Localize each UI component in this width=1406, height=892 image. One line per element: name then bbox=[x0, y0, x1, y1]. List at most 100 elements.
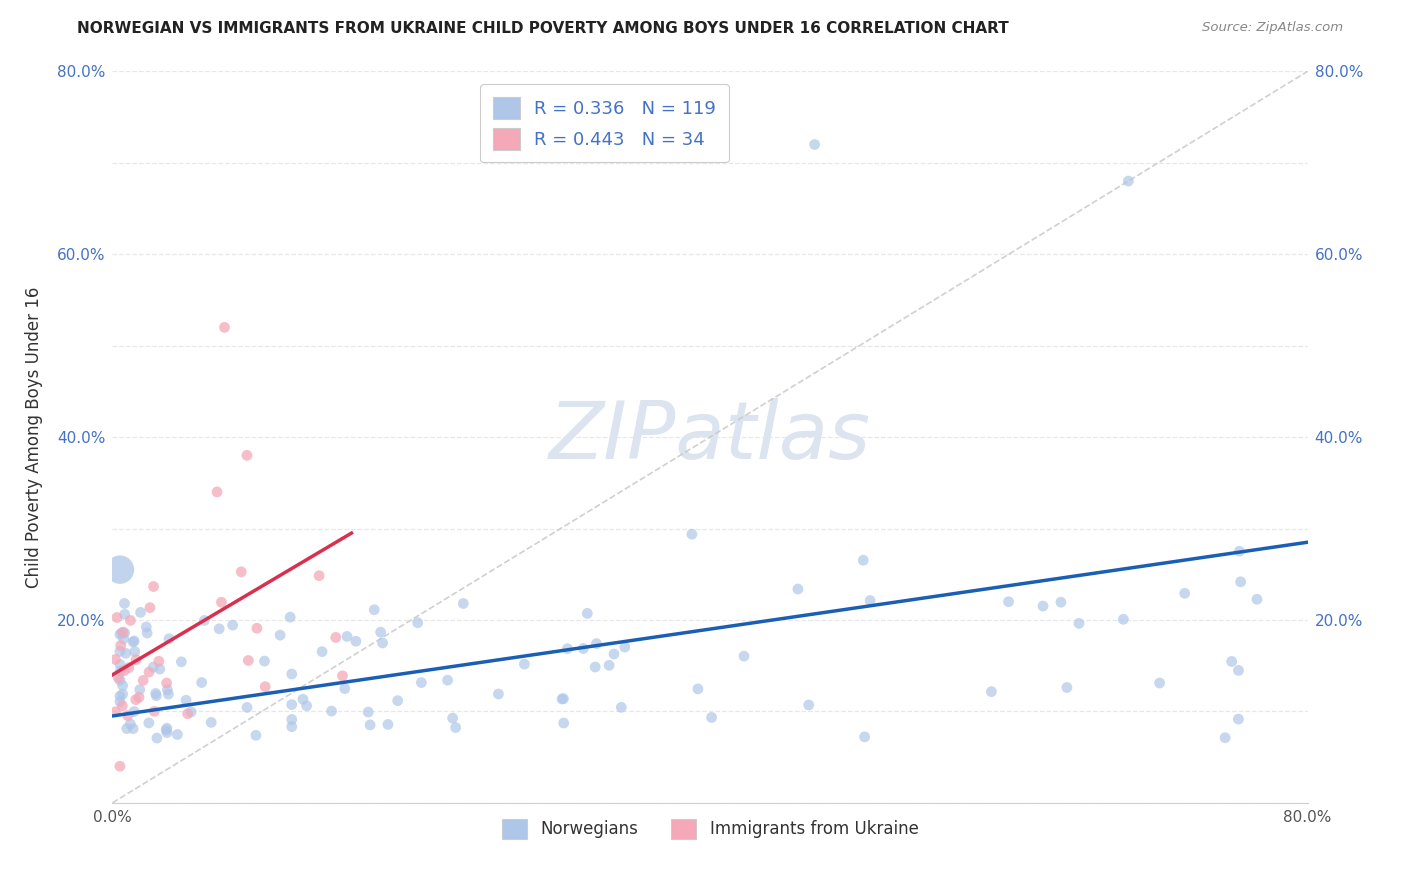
Point bbox=[245, 728, 267, 742]
Point bbox=[1227, 544, 1250, 558]
Point bbox=[321, 704, 343, 718]
Point bbox=[118, 660, 141, 674]
Point bbox=[170, 655, 193, 669]
Point bbox=[115, 722, 138, 736]
Point bbox=[1032, 599, 1054, 613]
Point bbox=[1056, 681, 1078, 695]
Point bbox=[1220, 655, 1243, 669]
Point bbox=[486, 687, 509, 701]
Point bbox=[211, 595, 233, 609]
Point bbox=[111, 625, 134, 640]
Point bbox=[111, 687, 134, 701]
Point bbox=[110, 626, 132, 640]
Point bbox=[104, 652, 127, 666]
Point bbox=[333, 681, 356, 696]
Point bbox=[325, 631, 347, 645]
Point bbox=[135, 620, 157, 634]
Point bbox=[610, 700, 633, 714]
Point bbox=[585, 637, 607, 651]
Point bbox=[997, 595, 1019, 609]
Point bbox=[281, 713, 304, 727]
Legend: Norwegians, Immigrants from Ukraine: Norwegians, Immigrants from Ukraine bbox=[495, 812, 925, 846]
Point bbox=[1213, 731, 1236, 745]
Point bbox=[180, 705, 202, 719]
Point bbox=[444, 721, 467, 735]
Point bbox=[363, 603, 385, 617]
Point bbox=[146, 731, 169, 745]
Point bbox=[108, 644, 131, 658]
Point bbox=[1227, 664, 1250, 678]
Point bbox=[411, 675, 433, 690]
Point bbox=[278, 610, 301, 624]
Point bbox=[1246, 592, 1268, 607]
Point bbox=[1227, 712, 1250, 726]
Point bbox=[332, 669, 354, 683]
Point bbox=[142, 660, 165, 674]
Point bbox=[406, 615, 429, 630]
Point bbox=[787, 582, 810, 596]
Point bbox=[122, 705, 145, 719]
Point bbox=[138, 715, 160, 730]
Point bbox=[111, 678, 134, 692]
Point bbox=[107, 671, 129, 685]
Point bbox=[112, 664, 135, 678]
Point bbox=[120, 614, 142, 628]
Point bbox=[205, 485, 228, 500]
Point bbox=[108, 563, 131, 577]
Point bbox=[238, 653, 260, 667]
Point bbox=[128, 690, 150, 705]
Point bbox=[1149, 676, 1171, 690]
Point bbox=[108, 657, 131, 672]
Text: NORWEGIAN VS IMMIGRANTS FROM UKRAINE CHILD POVERTY AMONG BOYS UNDER 16 CORRELATI: NORWEGIAN VS IMMIGRANTS FROM UKRAINE CHI… bbox=[77, 21, 1010, 36]
Point bbox=[295, 698, 318, 713]
Point bbox=[125, 692, 148, 706]
Point bbox=[114, 646, 136, 660]
Point bbox=[513, 657, 536, 672]
Point bbox=[371, 636, 394, 650]
Point bbox=[108, 673, 131, 688]
Point bbox=[104, 705, 127, 719]
Point bbox=[108, 759, 131, 773]
Point bbox=[1118, 174, 1140, 188]
Point bbox=[308, 568, 330, 582]
Point bbox=[114, 597, 136, 611]
Point bbox=[110, 664, 132, 678]
Point bbox=[359, 718, 381, 732]
Point bbox=[733, 649, 755, 664]
Point bbox=[142, 580, 165, 594]
Point bbox=[797, 698, 820, 712]
Point bbox=[214, 320, 236, 334]
Point bbox=[145, 686, 167, 700]
Point bbox=[852, 553, 875, 567]
Point bbox=[853, 730, 876, 744]
Point bbox=[138, 665, 160, 679]
Point bbox=[1050, 595, 1073, 609]
Point bbox=[613, 640, 636, 654]
Point bbox=[208, 622, 231, 636]
Point bbox=[139, 600, 162, 615]
Point bbox=[156, 682, 179, 697]
Point bbox=[145, 689, 167, 703]
Point bbox=[111, 698, 134, 713]
Point bbox=[357, 705, 380, 719]
Point bbox=[553, 716, 575, 731]
Point bbox=[221, 618, 243, 632]
Point bbox=[112, 632, 135, 646]
Point bbox=[859, 593, 882, 607]
Point bbox=[281, 720, 304, 734]
Point bbox=[1229, 574, 1251, 589]
Point bbox=[551, 692, 574, 706]
Point bbox=[980, 684, 1002, 698]
Point bbox=[436, 673, 458, 688]
Point bbox=[281, 698, 304, 712]
Point bbox=[236, 448, 259, 462]
Y-axis label: Child Poverty Among Boys Under 16: Child Poverty Among Boys Under 16 bbox=[25, 286, 44, 588]
Point bbox=[108, 695, 131, 709]
Point bbox=[156, 676, 179, 690]
Point bbox=[190, 675, 212, 690]
Point bbox=[114, 607, 136, 622]
Point bbox=[803, 137, 825, 152]
Text: ZIPatlas: ZIPatlas bbox=[548, 398, 872, 476]
Point bbox=[269, 628, 291, 642]
Point bbox=[155, 723, 177, 737]
